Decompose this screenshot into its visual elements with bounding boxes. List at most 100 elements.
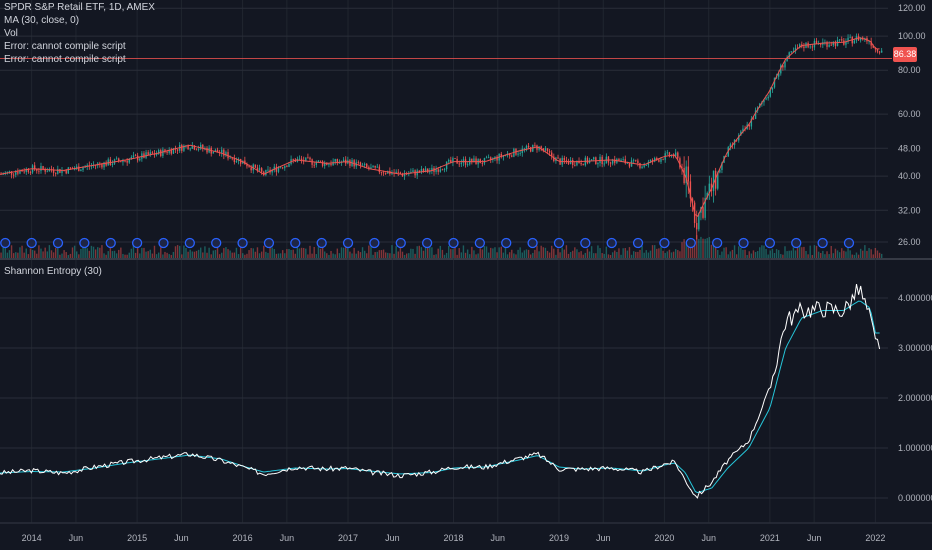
candle-body: [128, 158, 130, 163]
volume-bar: [31, 250, 34, 258]
volume-bar: [477, 253, 479, 258]
volume-bar: [662, 250, 664, 258]
candle-body: [326, 162, 328, 165]
volume-bar: [405, 253, 408, 258]
volume-bar: [811, 254, 814, 258]
volume-bar: [258, 253, 261, 258]
volume-bar: [359, 252, 362, 258]
event-marker: [421, 237, 433, 249]
candle-body: [534, 144, 536, 146]
candle-body: [111, 163, 114, 165]
volume-bar: [376, 251, 378, 258]
candle-body: [830, 44, 832, 46]
candle-body: [750, 118, 753, 127]
candle-body: [418, 170, 420, 173]
volume-bar: [4, 247, 6, 258]
volume-bar: [233, 252, 236, 258]
volume-bar: [227, 249, 229, 258]
volume-bar: [90, 245, 93, 258]
candle-body: [767, 96, 769, 99]
volume-bar: [12, 253, 15, 258]
volume-bar: [555, 254, 557, 258]
volume-bar: [237, 254, 240, 258]
volume-bar: [345, 245, 347, 258]
volume-bar: [521, 252, 523, 258]
volume-bar: [780, 254, 782, 258]
candle-body: [880, 50, 883, 53]
candle-body: [788, 52, 790, 58]
volume-bar: [782, 254, 784, 258]
volume-bar: [824, 254, 826, 258]
candle-body: [542, 148, 544, 151]
volume-bar: [427, 246, 429, 258]
candle-body: [548, 151, 551, 153]
volume-bar: [435, 254, 437, 258]
volume-bar: [366, 253, 368, 258]
volume-bar: [139, 253, 141, 258]
volume-bar: [834, 248, 837, 258]
volume-bar: [611, 252, 614, 258]
volume-bar: [65, 252, 67, 258]
candle-body: [567, 161, 570, 164]
volume-bar: [338, 253, 341, 258]
candle-body: [593, 157, 595, 160]
event-marker: [26, 237, 37, 249]
volume-bar: [315, 254, 318, 258]
volume-bar: [641, 245, 643, 258]
volume-bar: [19, 247, 21, 258]
volume-bar: [321, 245, 324, 258]
volume-bar: [391, 245, 393, 258]
event-marker: [580, 237, 591, 249]
candle-body: [126, 160, 128, 163]
volume-bar: [845, 251, 847, 258]
candle-body: [429, 171, 431, 173]
entropy-line: [0, 284, 881, 499]
volume-bar: [269, 246, 271, 258]
candle-body: [405, 173, 408, 175]
volume-bar: [527, 249, 530, 258]
volume-bar: [422, 250, 425, 258]
candle-body: [151, 152, 154, 154]
volume-bar: [69, 253, 72, 258]
volume-bar: [248, 250, 250, 258]
volume-bar: [853, 254, 856, 258]
volume-bar: [416, 246, 418, 258]
volume-bar: [204, 246, 206, 258]
volume-bar: [271, 247, 273, 258]
legend-vol[interactable]: Vol: [4, 28, 18, 39]
volume-bar: [748, 251, 750, 258]
volume-bar: [536, 245, 538, 258]
volume-bar: [351, 253, 353, 258]
candle-body: [466, 164, 469, 166]
volume-bar: [603, 253, 605, 258]
candle-body: [704, 197, 706, 218]
volume-bar: [126, 254, 128, 258]
time-tick-label: 2016: [233, 533, 253, 543]
event-marker: [52, 237, 64, 249]
volume-bar: [485, 246, 488, 258]
legend-ma[interactable]: MA (30, close, 0): [4, 15, 80, 26]
volume-bar: [582, 254, 584, 258]
volume-bar: [275, 253, 278, 258]
lower-pane-title[interactable]: Shannon Entropy (30): [4, 266, 102, 277]
volume-bar: [414, 253, 416, 258]
volume-bar: [624, 248, 626, 258]
candle-body: [660, 158, 662, 162]
volume-bar: [300, 247, 303, 258]
legend-symbol[interactable]: SPDR S&P Retail ETF, 1D, AMEX: [4, 2, 155, 13]
volume-bar: [471, 246, 473, 258]
volume-bar: [675, 249, 677, 258]
event-marker: [606, 237, 617, 249]
candle-body: [206, 148, 208, 153]
candle-body: [824, 41, 826, 43]
volume-bar: [216, 247, 219, 258]
candle-body: [582, 164, 584, 166]
entropy-tick-label: 1.000000: [898, 443, 932, 453]
candle-body: [12, 174, 15, 176]
event-marker: [474, 237, 486, 249]
candle-body: [221, 149, 223, 154]
candle-body: [721, 162, 723, 171]
candle-body: [826, 41, 828, 47]
volume-bar: [601, 253, 603, 258]
candle-body: [645, 165, 647, 166]
